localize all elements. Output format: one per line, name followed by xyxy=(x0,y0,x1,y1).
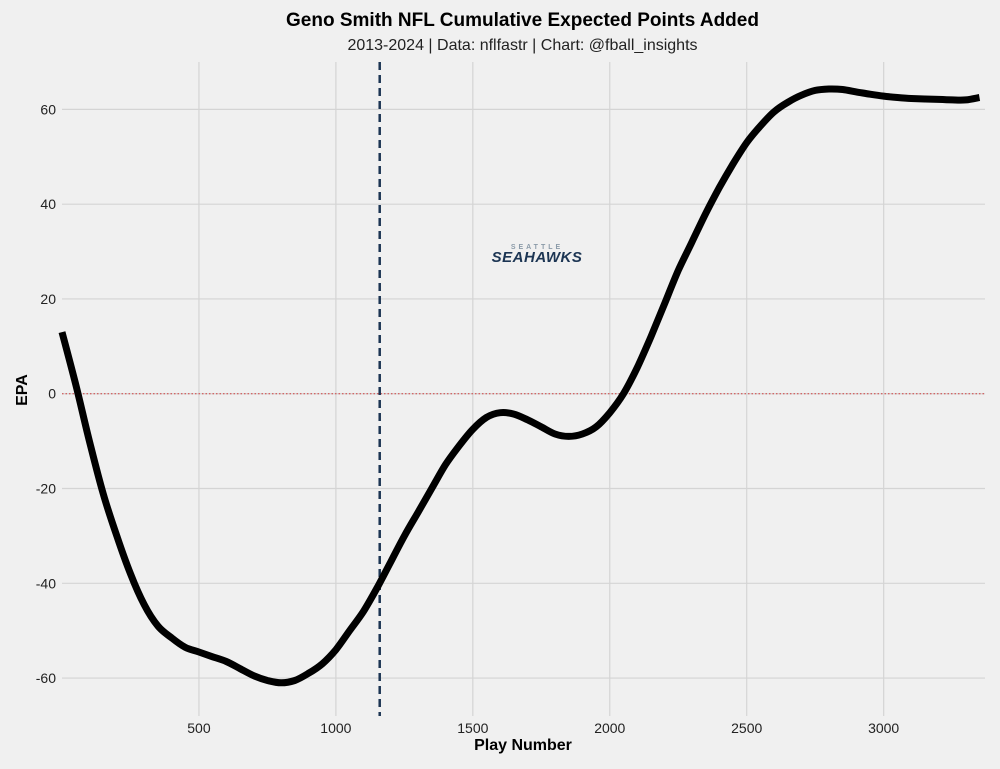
x-tick-label: 2500 xyxy=(731,720,762,736)
y-tick-label: -40 xyxy=(36,575,56,591)
chart-subtitle: 2013-2024 | Data: nflfastr | Chart: @fba… xyxy=(347,37,698,54)
grid-layer xyxy=(62,62,985,716)
x-axis-label: Play Number xyxy=(474,737,572,754)
y-tick-label: 60 xyxy=(40,101,56,117)
x-tick-label: 1500 xyxy=(457,720,488,736)
y-tick-label: 20 xyxy=(40,291,56,307)
y-axis-label: EPA xyxy=(14,374,31,406)
x-tick-label: 500 xyxy=(187,720,211,736)
x-tick-label: 3000 xyxy=(868,720,899,736)
y-tick-label: 0 xyxy=(48,386,56,402)
y-tick-label: 40 xyxy=(40,196,56,212)
reference-layer xyxy=(62,62,985,716)
series-layer xyxy=(58,85,981,687)
seahawks-logo: SEATTLE SEAHAWKS xyxy=(492,244,583,266)
chart-title: Geno Smith NFL Cumulative Expected Point… xyxy=(286,10,759,31)
logo-text: SEAHAWKS xyxy=(492,249,583,266)
y-tick-label: -20 xyxy=(36,481,56,497)
y-tick-label: -60 xyxy=(36,670,56,686)
epa-series-line xyxy=(58,85,981,687)
tick-layer: 500 1000 1500 2000 2500 3000 -60 -40 -20 0 20 40 60 xyxy=(36,101,900,736)
x-tick-label: 2000 xyxy=(594,720,625,736)
logo-subtext: SEATTLE xyxy=(511,244,563,251)
x-tick-label: 1000 xyxy=(320,720,351,736)
